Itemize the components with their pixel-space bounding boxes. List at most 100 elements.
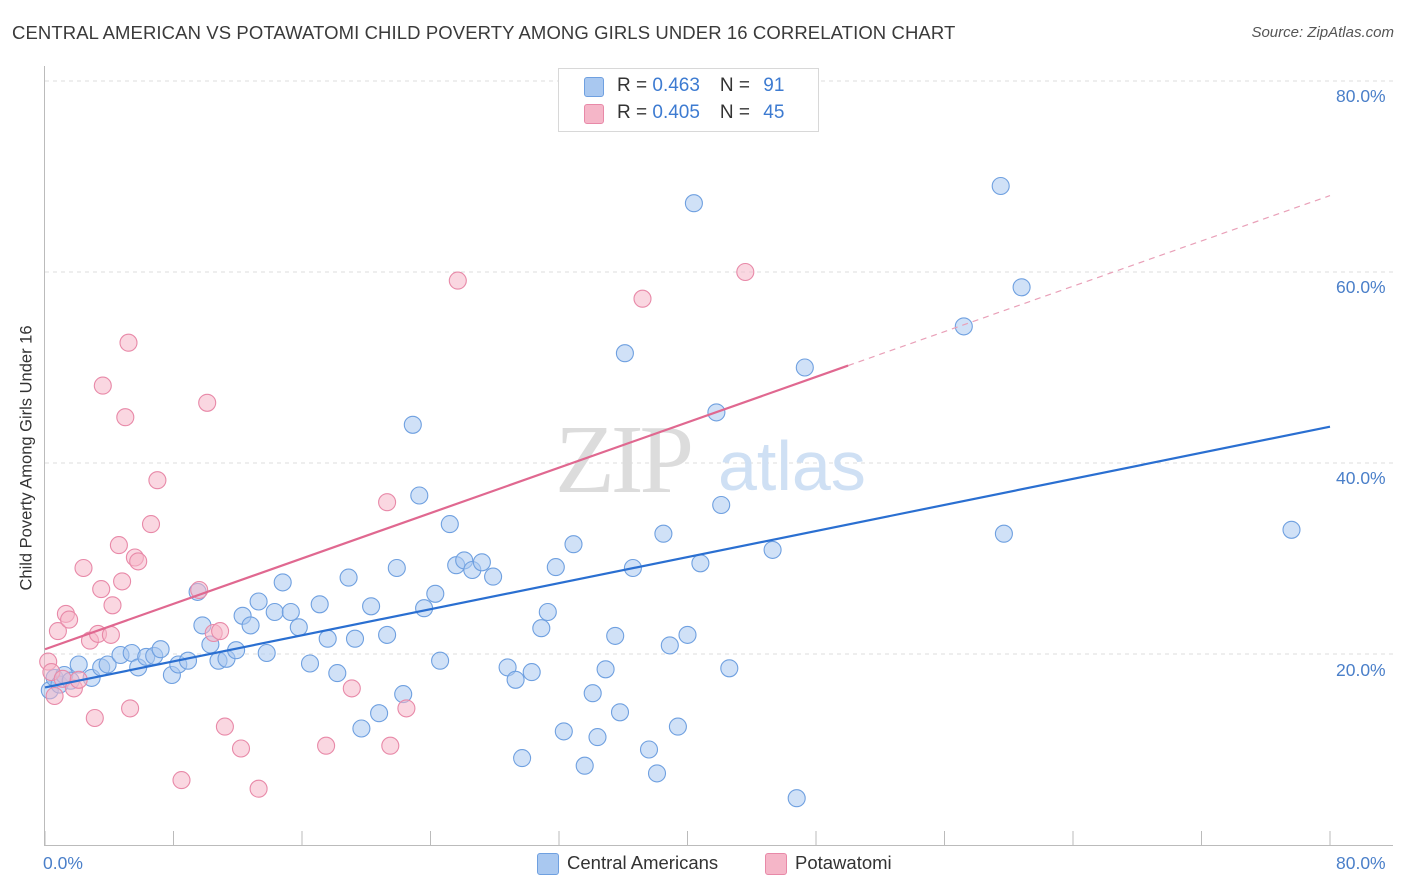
potawatomi-point xyxy=(317,736,336,755)
legend-swatch-central-americans xyxy=(537,853,559,875)
legend-label: Central Americans xyxy=(567,852,719,873)
potawatomi-trend-line xyxy=(44,364,849,651)
central-americans-point xyxy=(484,567,503,586)
potawatomi-point xyxy=(60,610,79,629)
central-americans-point xyxy=(787,789,806,808)
central-americans-point xyxy=(654,524,673,543)
central-americans-point xyxy=(546,558,565,577)
central-americans-point xyxy=(554,722,573,741)
central-americans-point xyxy=(472,553,491,572)
legend-swatch-central-americans xyxy=(584,77,604,97)
potawatomi-point xyxy=(129,552,148,571)
stats-text: R = 0.405 N = 45 xyxy=(617,102,785,123)
central-americans-point xyxy=(720,659,739,678)
legend-label: Potawatomi xyxy=(795,852,892,873)
potawatomi-point xyxy=(397,699,416,718)
central-americans-point xyxy=(639,740,659,759)
central-americans-point xyxy=(712,495,731,515)
potawatomi-point xyxy=(121,699,140,718)
central-americans-point xyxy=(954,317,973,336)
central-americans-point xyxy=(273,573,292,592)
central-americans-point xyxy=(660,636,679,655)
legend-swatch-potawatomi xyxy=(584,104,604,124)
potawatomi-point xyxy=(448,271,467,290)
potawatomi-point xyxy=(231,739,251,758)
central-americans-point xyxy=(583,684,602,703)
central-americans-point xyxy=(606,626,625,645)
central-americans-point xyxy=(257,643,276,663)
central-americans-point xyxy=(370,704,389,723)
legend-swatch-potawatomi xyxy=(765,853,787,875)
n-value: 91 xyxy=(763,75,785,96)
potawatomi-point xyxy=(85,708,104,728)
central-americans-point xyxy=(440,515,459,534)
potawatomi-point xyxy=(381,736,400,755)
watermark-atlas: atlas xyxy=(718,427,866,505)
potawatomi-point xyxy=(211,622,230,641)
central-americans-point xyxy=(538,602,557,622)
central-americans-point xyxy=(328,664,347,683)
central-americans-point xyxy=(352,719,371,738)
n-value: 45 xyxy=(763,102,785,123)
watermark: ZIP atlas xyxy=(555,406,866,514)
central-americans-point xyxy=(387,558,406,578)
trend-lines xyxy=(44,195,1331,689)
stats-text: R = 0.463 N = 91 xyxy=(617,75,785,96)
central-americans-point xyxy=(310,595,329,614)
central-americans-trend-line xyxy=(44,425,1331,689)
central-americans-point xyxy=(522,663,541,682)
potawatomi-point xyxy=(736,262,755,282)
potawatomi-point xyxy=(48,622,67,641)
central-americans-point xyxy=(403,415,422,434)
x-tick-label-max: 80.0% xyxy=(1336,853,1386,873)
data-points xyxy=(39,176,1301,808)
central-americans-point xyxy=(506,670,525,689)
grid-lines xyxy=(45,80,1393,655)
central-americans-point xyxy=(362,597,381,616)
potawatomi-point xyxy=(141,515,161,534)
central-americans-point xyxy=(763,540,782,559)
y-tick-label-20: 20.0% xyxy=(1336,660,1386,680)
central-americans-point xyxy=(615,344,634,363)
potawatomi-point xyxy=(148,471,167,490)
central-americans-point xyxy=(69,655,88,674)
potawatomi-point xyxy=(113,572,132,591)
central-americans-point xyxy=(431,651,450,670)
potawatomi-point xyxy=(103,596,122,615)
central-americans-point xyxy=(426,584,445,603)
potawatomi-point xyxy=(119,333,138,352)
potawatomi-point xyxy=(109,536,128,555)
central-americans-point xyxy=(647,764,667,783)
central-americans-point xyxy=(596,660,615,679)
central-americans-point xyxy=(300,654,320,673)
stats-legend: R = 0.463 N = 91 R = 0.405 N = 45 xyxy=(558,68,819,132)
central-americans-point xyxy=(249,592,268,611)
central-americans-point xyxy=(345,629,365,648)
central-americans-point xyxy=(991,176,1010,196)
central-americans-point xyxy=(668,717,687,736)
y-tick-label-60: 60.0% xyxy=(1336,277,1386,297)
central-americans-point xyxy=(265,602,284,622)
central-americans-point xyxy=(1012,278,1031,297)
potawatomi-point xyxy=(198,393,217,412)
central-americans-point xyxy=(1282,520,1301,539)
r-value: 0.405 xyxy=(652,102,700,123)
potawatomi-trend-extension xyxy=(847,195,1331,367)
central-americans-point xyxy=(678,625,697,644)
r-value: 0.463 xyxy=(652,75,700,96)
central-americans-point xyxy=(610,703,630,722)
x-tick-label-min: 0.0% xyxy=(43,853,83,873)
central-americans-point xyxy=(241,616,260,635)
potawatomi-point xyxy=(45,686,64,706)
chart-title: CENTRAL AMERICAN VS POTAWATOMI CHILD POV… xyxy=(12,22,956,43)
central-americans-point xyxy=(378,625,397,644)
central-americans-point xyxy=(588,728,607,747)
central-americans-point xyxy=(513,749,532,768)
central-americans-point xyxy=(994,524,1013,543)
central-americans-point xyxy=(410,486,429,505)
central-americans-point xyxy=(795,358,814,377)
source-label: Source: ZipAtlas.com xyxy=(1251,24,1394,41)
potawatomi-point xyxy=(249,779,268,798)
central-americans-point xyxy=(98,655,117,674)
